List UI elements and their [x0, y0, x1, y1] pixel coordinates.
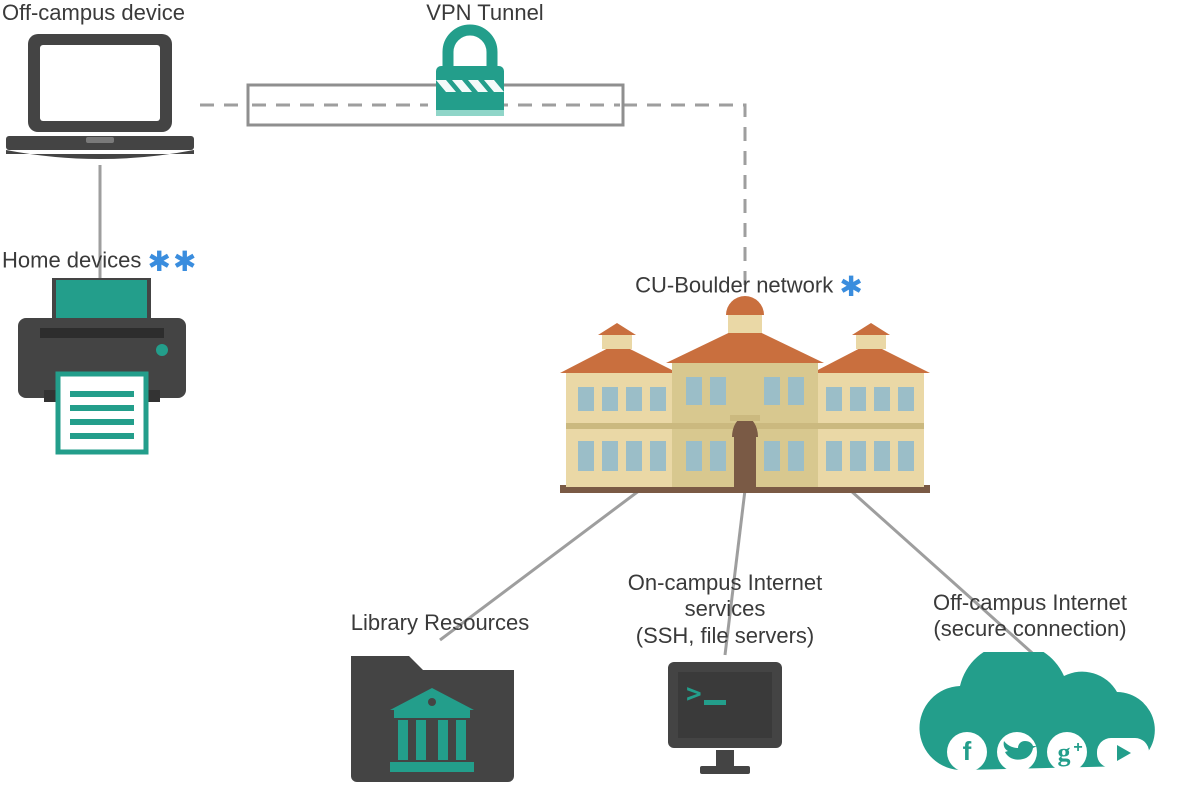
cloud-line1: Off-campus Internet	[933, 590, 1127, 615]
svg-text:g: g	[1058, 738, 1071, 767]
svg-text:f: f	[963, 736, 972, 766]
printer-icon	[10, 278, 195, 458]
on-campus-services-label: On-campus Internet services (SSH, file s…	[595, 570, 855, 649]
library-folder-icon	[345, 642, 520, 787]
cu-network-text: CU-Boulder network	[635, 273, 833, 298]
services-line3: (SSH, file servers)	[636, 623, 814, 648]
home-devices-text: Home devices	[2, 248, 141, 273]
svg-text:>: >	[686, 679, 702, 709]
cloud-line2: (secure connection)	[933, 616, 1126, 641]
cloud-icon: f g +	[905, 652, 1180, 787]
svg-text:+: +	[1073, 739, 1082, 756]
library-label: Library Resources	[330, 610, 550, 636]
terminal-icon: >	[660, 658, 790, 783]
lock-icon	[428, 22, 512, 122]
laptop-icon	[0, 30, 200, 165]
off-campus-device-label: Off-campus device	[2, 0, 222, 26]
building-icon	[560, 295, 930, 495]
services-line2: services	[685, 596, 766, 621]
asterisk-double-icon: ✱✱	[148, 246, 199, 277]
home-devices-label: Home devices ✱✱	[2, 245, 302, 279]
services-line1: On-campus Internet	[628, 570, 822, 595]
off-campus-internet-label: Off-campus Internet (secure connection)	[900, 590, 1160, 643]
diagram-stage: Off-campus device VPN Tunnel Home device…	[0, 0, 1200, 788]
